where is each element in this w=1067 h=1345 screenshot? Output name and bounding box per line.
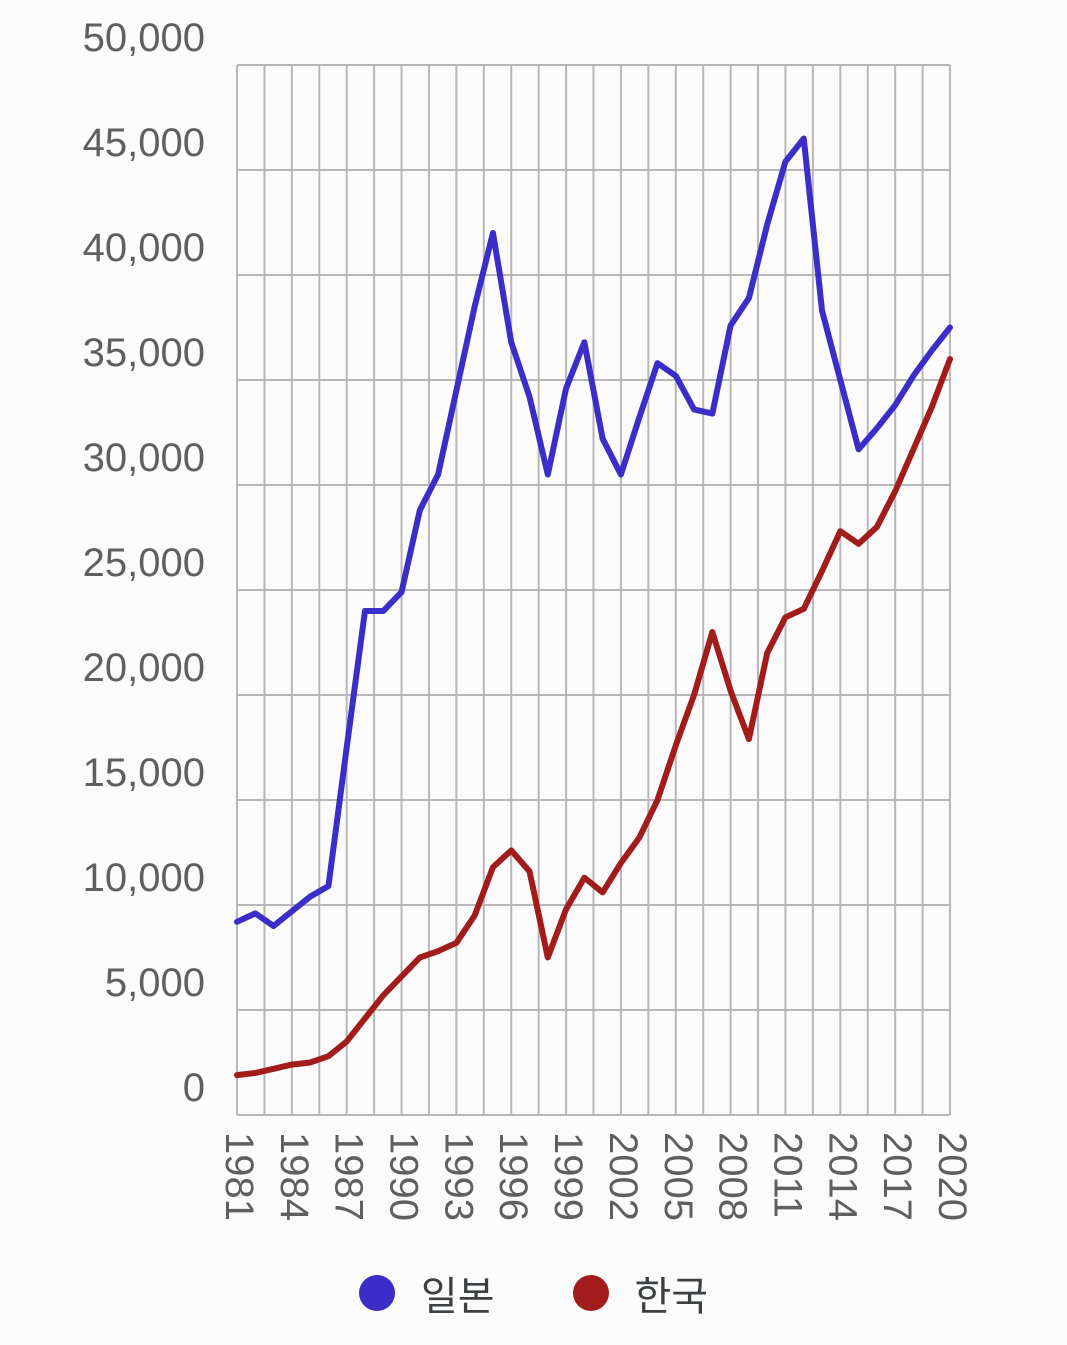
x-axis-label: 2017 (875, 1132, 919, 1221)
y-axis-label: 10,000 (83, 856, 205, 900)
y-axis-label: 40,000 (83, 226, 205, 270)
y-axis-label: 35,000 (83, 331, 205, 375)
chart-legend: 일본 한국 (0, 1240, 1067, 1345)
x-axis-label: 2005 (656, 1132, 700, 1221)
y-axis-label: 0 (183, 1066, 205, 1110)
y-axis-label: 30,000 (83, 436, 205, 480)
y-axis-label: 15,000 (83, 751, 205, 795)
x-axis-label: 2014 (820, 1132, 864, 1221)
legend-swatch-japan-icon (358, 1274, 395, 1311)
legend-label-korea: 한국 (634, 1274, 709, 1319)
x-axis-label: 1987 (327, 1132, 371, 1221)
y-axis-label: 20,000 (83, 646, 205, 690)
x-axis-label: 1993 (436, 1132, 480, 1221)
series-line-korea (234, 356, 953, 1079)
y-axis-label: 45,000 (83, 121, 205, 165)
legend-label-japan: 일본 (420, 1274, 495, 1319)
x-axis-label: 1999 (546, 1132, 590, 1221)
legend-item-japan: 일본 (358, 1264, 495, 1322)
x-axis-label: 1996 (491, 1132, 535, 1221)
series-line-japan (234, 135, 953, 929)
legend-item-korea: 한국 (572, 1264, 709, 1322)
x-axis-label: 2020 (930, 1132, 974, 1221)
x-axis-label: 2008 (711, 1132, 755, 1221)
x-axis-label: 1981 (217, 1132, 261, 1221)
x-axis-label: 1990 (382, 1132, 426, 1221)
legend-swatch-korea-icon (572, 1274, 609, 1311)
x-axis-label: 2011 (765, 1132, 809, 1218)
y-axis-label: 50,000 (83, 16, 205, 60)
line-chart: 0 5,000 10,000 15,000 20,000 25,000 30,000 35,0… (83, 16, 974, 1221)
y-axis-label: 25,000 (83, 541, 205, 585)
x-axis-label: 1984 (272, 1132, 316, 1221)
y-axis-label: 5,000 (105, 961, 205, 1005)
x-axis-label: 2002 (601, 1132, 645, 1221)
